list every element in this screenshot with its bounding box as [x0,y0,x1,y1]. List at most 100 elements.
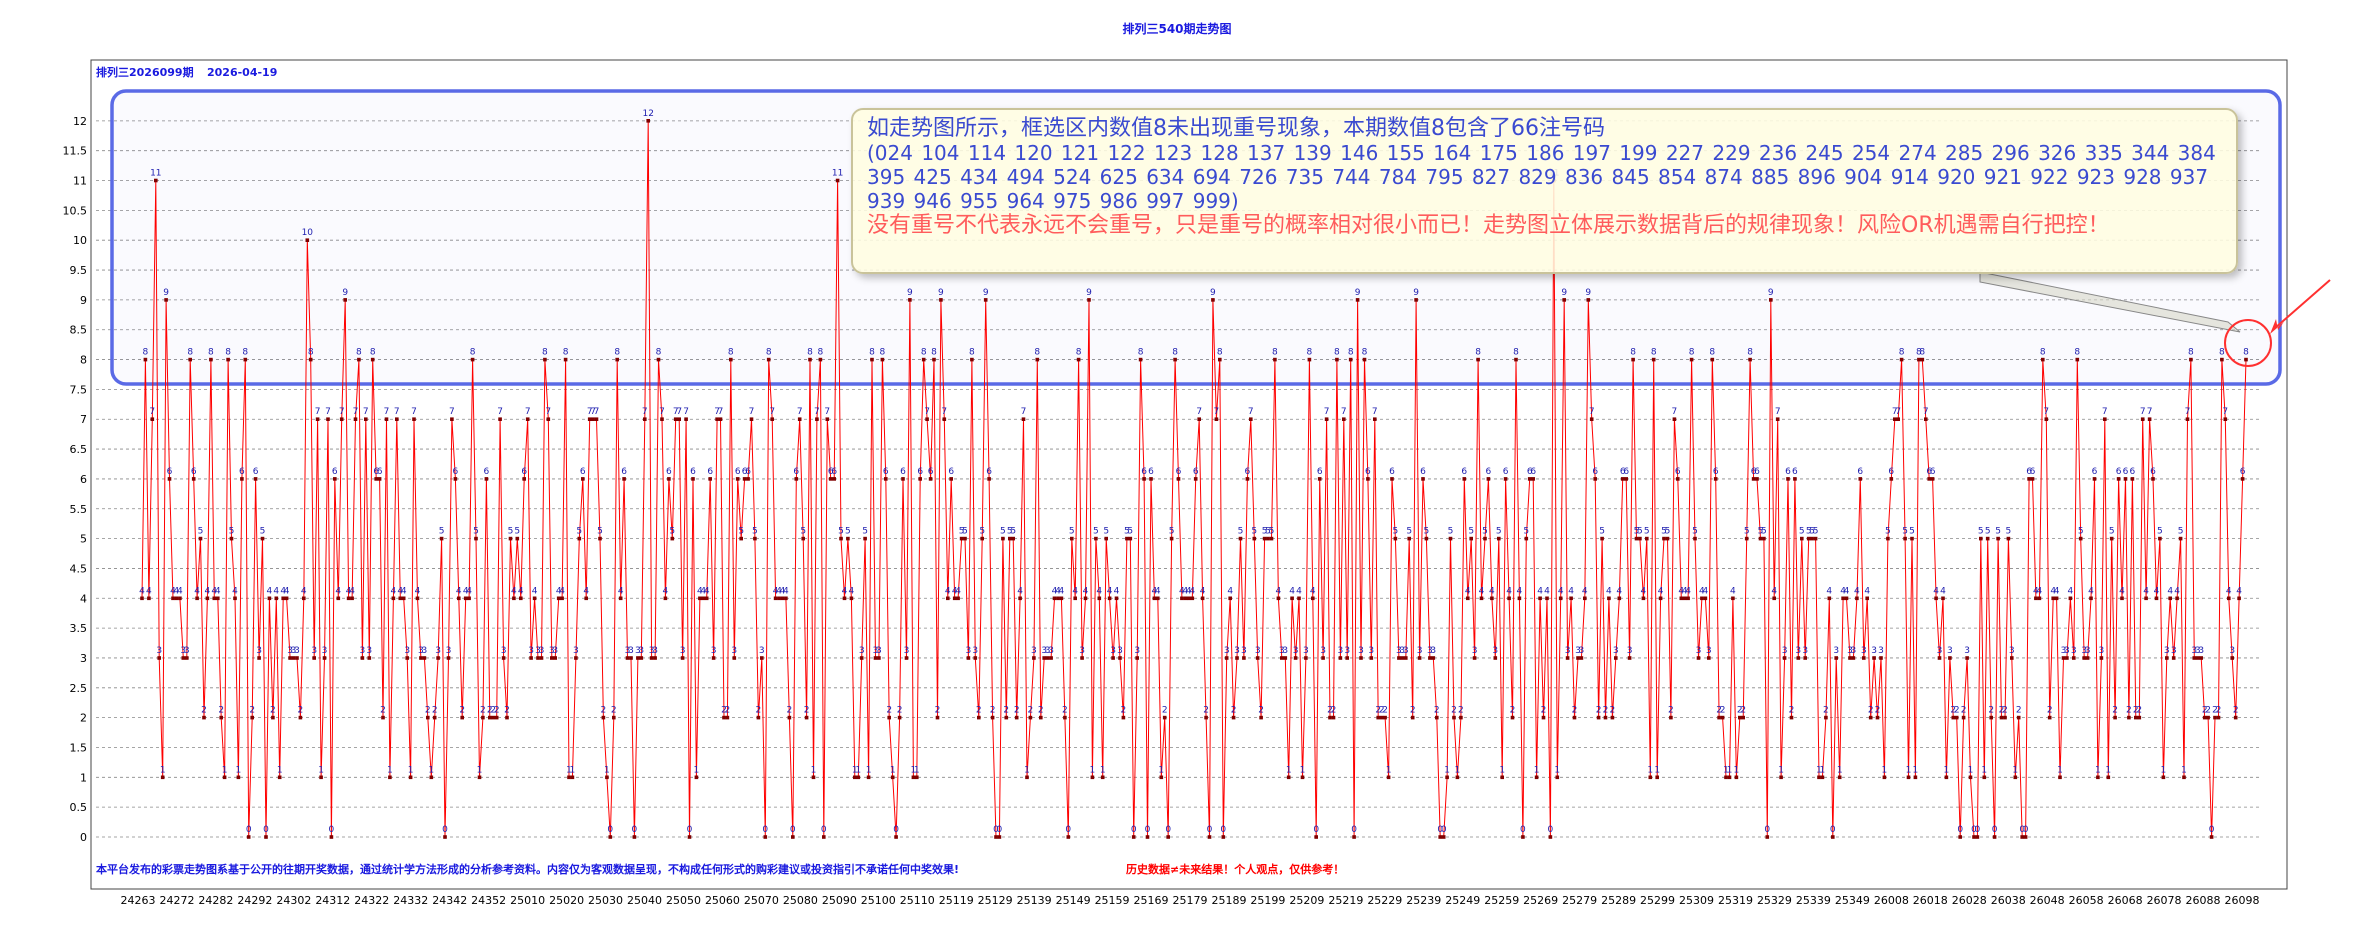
data-point [1782,656,1787,660]
data-point [1751,477,1756,481]
data-point [216,596,220,601]
data-point [1948,656,1952,660]
data-point [1348,357,1353,362]
data-point [395,417,399,421]
data-label: 5 [979,527,985,537]
data-point [1979,536,1983,541]
data-point [384,417,389,421]
data-point [1018,596,1022,601]
data-label: 4 [583,586,589,596]
data-point [474,536,478,541]
data-label: 4 [1826,586,1832,596]
data-point [1548,835,1553,839]
data-point [2206,715,2210,720]
data-point [539,656,544,660]
data-point [1910,536,1914,541]
data-point [1510,715,1515,720]
data-label: 2 [897,706,903,716]
data-label: 2 [1999,706,2005,716]
data-point [1366,477,1370,481]
data-point [983,298,988,302]
data-label: 2 [298,706,304,716]
data-label: 1 [2057,765,2063,775]
data-label: 1 [1882,765,1888,775]
data-point [1162,715,1167,720]
data-label: 11 [832,169,843,179]
data-label: 3 [366,646,372,656]
data-point [1655,775,1659,780]
x-tick-label: 25050 [666,894,701,907]
data-label: 3 [287,646,293,656]
data-point [1314,835,1318,839]
data-point [422,656,427,660]
data-label: 6 [2030,467,2036,477]
data-label: 6 [1176,467,1182,477]
data-label: 0 [1437,825,1443,835]
data-label: 4 [1933,586,1939,596]
data-point [1459,715,1463,720]
data-point [1300,775,1305,780]
pointer-arrow-head [2270,319,2284,334]
data-label: 3 [759,646,765,656]
data-label: 8 [1630,348,1636,358]
data-label: 0 [1441,825,1447,835]
data-label: 3 [859,646,865,656]
data-point [264,835,268,839]
data-point [1266,536,1270,541]
data-label: 5 [1496,527,1502,537]
data-point [966,656,971,660]
data-point [1014,715,1019,720]
data-label: 0 [1351,825,1357,835]
x-tick-label: 25090 [822,894,857,907]
data-point [364,417,368,421]
data-point [2106,775,2111,780]
data-label: 6 [167,467,173,477]
data-point [698,596,702,601]
data-label: 3 [1048,646,1054,656]
data-point [553,656,557,660]
data-point [2168,596,2172,601]
data-point [308,357,313,362]
data-point [1731,596,1735,601]
data-point [756,715,761,720]
data-label: 3 [1937,646,1943,656]
data-point [567,775,571,780]
data-point [825,417,830,421]
x-tick-label: 26098 [2225,894,2260,907]
x-tick-label: 24272 [159,894,194,907]
data-point [1796,656,1801,660]
data-point [2027,477,2031,481]
data-point [1183,596,1188,601]
data-point [1917,357,1921,362]
data-label: 0 [893,825,899,835]
data-point [1920,357,1925,362]
data-label: 2 [432,706,438,716]
data-point [1975,835,1980,839]
data-label: 1 [387,765,393,775]
data-point [1397,656,1401,660]
data-label: 3 [535,646,541,656]
data-point [1262,536,1267,541]
y-tick-label: 4 [80,592,87,605]
plot-frame [90,59,2288,890]
data-label: 8 [1307,348,1313,358]
data-point [457,596,461,601]
data-point [863,536,867,541]
data-label: 8 [1334,348,1340,358]
data-point [2123,477,2128,481]
data-label: 6 [917,467,923,477]
data-label: 10 [302,228,314,238]
data-label: 5 [597,527,603,537]
x-tick-label: 25030 [588,894,623,907]
data-label: 3 [2099,646,2105,656]
data-point [1707,656,1711,660]
data-point [277,775,282,780]
data-label: 4 [1658,586,1664,596]
data-point [243,357,248,362]
data-point [853,775,857,780]
x-tick-label: 25159 [1095,894,1130,907]
data-point [1738,715,1742,720]
data-label: 5 [1169,527,1175,537]
data-point [1352,835,1356,839]
data-point [897,715,902,720]
